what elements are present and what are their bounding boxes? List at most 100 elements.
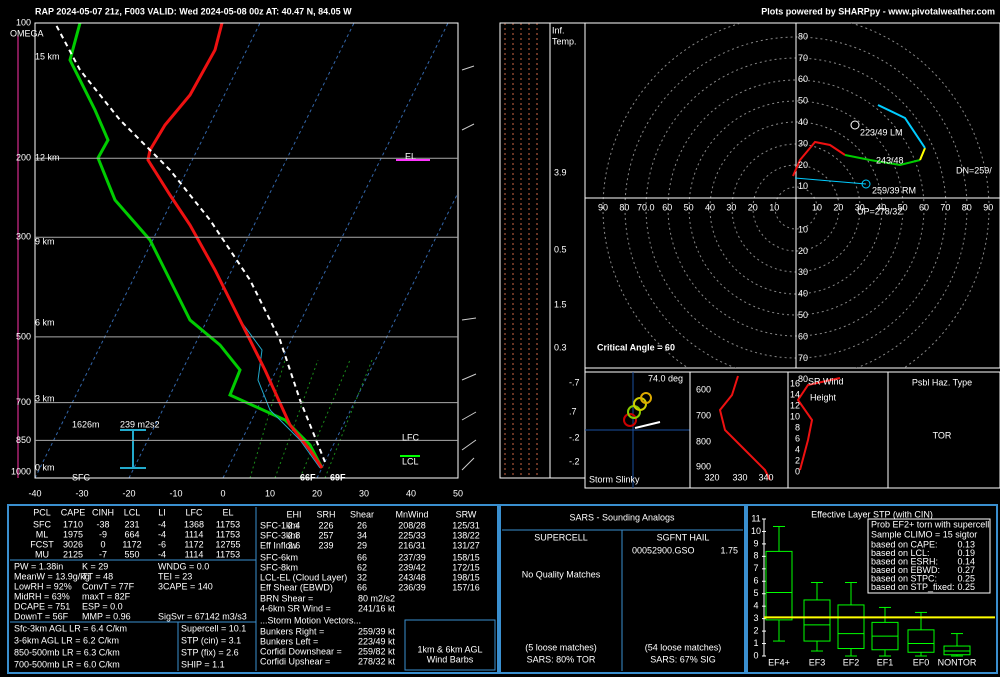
lm-marker	[850, 120, 860, 130]
dewpoint-curve	[68, 23, 324, 469]
pressure-label: 1000	[11, 467, 31, 477]
eff-srh: 239 m2s2	[120, 419, 160, 429]
parcel-header: CINH	[92, 507, 114, 517]
stp-tick-label: 7	[753, 563, 758, 573]
kin-header: MnWind	[395, 509, 428, 519]
index-value: 3CAPE = 140	[158, 581, 213, 591]
sars-title: SARS - Sounding Analogs	[569, 512, 675, 522]
hodo-ring-label: 60	[798, 74, 808, 84]
header-left: RAP 2024-05-07 21z, F003 VALID: Wed 2024…	[35, 6, 352, 16]
hodo-ring-label: 20	[833, 202, 843, 212]
hodo-ring-label: 70	[798, 353, 808, 363]
omega-value: 1.5	[554, 299, 567, 309]
kin-cell: 226	[318, 520, 333, 530]
index-value: MeanW = 13.9g/kg	[14, 571, 90, 581]
stp-category: EF4+	[768, 657, 790, 667]
eff-depth: 1626m	[72, 419, 100, 429]
lapse-rate: 3-6km AGL LR = 6.2 C/km	[14, 635, 119, 645]
parcel-cell: 3026	[63, 539, 83, 549]
stp-legend-label: based on STP_fixed:	[871, 582, 955, 592]
index-value: ESP = 0.0	[82, 601, 123, 611]
parcel-cell: -7	[99, 549, 107, 559]
sars-match: 00052900.GSO	[632, 545, 695, 555]
sr-tick: 4	[795, 444, 800, 454]
stp-legend-value: 0.27	[957, 565, 975, 575]
skewt-frame	[34, 22, 459, 479]
stp-tick-label: 2	[753, 625, 758, 635]
hodo-ring-label: 50	[898, 202, 908, 212]
stp-tick-label: 11	[751, 513, 760, 523]
parcel-cell: SFC	[33, 519, 52, 529]
temp-tick-label: -40	[28, 488, 41, 498]
barbs-title: Wind Barbs	[427, 654, 474, 664]
parcel-cell: 1975	[63, 529, 83, 539]
parcel-cell: ML	[36, 529, 49, 539]
height-label: 6 km	[35, 317, 55, 327]
el-label: EL	[405, 151, 416, 161]
parcel-cell: 664	[124, 529, 139, 539]
composite-index: STP (fix) = 2.6	[181, 647, 239, 657]
parcel-cell: 1172	[122, 539, 141, 549]
stp-legend-value: 0.13	[957, 539, 975, 549]
theta-e-curve	[718, 375, 771, 481]
kin-layer: Eff Inflow	[260, 540, 297, 550]
kin-layer: SFC-3km	[260, 530, 298, 540]
hazard-frame	[887, 371, 1000, 489]
inf-title: Inf.	[552, 25, 565, 35]
parcel-cell: 1710	[63, 519, 83, 529]
stp-tick-label: 0	[753, 650, 758, 660]
stp-legend-value: 0.25	[957, 573, 975, 583]
sars-loose: (5 loose matches)	[525, 642, 597, 652]
header-right: Plots powered by SHARPpy - www.pivotalwe…	[761, 6, 995, 16]
stats-frame	[7, 504, 499, 674]
sr-tick: 16	[790, 378, 800, 388]
hodo-curve	[792, 104, 926, 185]
hodo-ring-label: 70	[798, 53, 808, 63]
sars-text: No Quality Matches	[522, 569, 601, 579]
hodo-ring-label: 50	[798, 96, 808, 106]
kin-header: Shear	[350, 509, 374, 519]
parcel-header: LCL	[124, 507, 141, 517]
parcel-cell: 1114	[185, 549, 204, 559]
height-label: 3 km	[35, 393, 55, 403]
kin-text: 4-6km SR Wind =	[260, 603, 331, 613]
kin-layer: Eff Shear (EBWD)	[260, 582, 333, 592]
rm-marker	[861, 179, 871, 189]
stp-tick-label: 8	[753, 551, 758, 561]
pressure-label: 200	[16, 153, 31, 163]
height-label: 0 km	[35, 462, 55, 472]
stp-tick-label: 5	[753, 588, 758, 598]
kin-cell: 125/31	[452, 520, 480, 530]
parcel-cell: 11753	[216, 519, 240, 529]
composite-index: STP (cin) = 3.1	[181, 635, 241, 645]
stp-legend-box	[867, 518, 991, 594]
kin-cell: 138/22	[452, 530, 480, 540]
kin-cell: 236/39	[398, 582, 426, 592]
parcel-header: CAPE	[61, 507, 86, 517]
box	[803, 599, 831, 642]
kin-layer: LCL-EL (Cloud Layer)	[260, 572, 347, 582]
omega-value: 0.5	[554, 244, 567, 254]
sr-tick: 6	[795, 433, 800, 443]
kin-text: BRN Shear =	[260, 593, 313, 603]
wind-barbs	[461, 65, 477, 471]
parcel-cell: 1114	[185, 529, 204, 539]
composite-index: Supercell = 10.1	[181, 623, 246, 633]
motion-label: Bunkers Left =	[260, 636, 318, 646]
kin-cell: 158/15	[452, 552, 480, 562]
hodo-ring-label: 10	[769, 202, 779, 212]
parcel-cell: 0	[100, 539, 105, 549]
parcel-cell: -4	[158, 519, 166, 529]
dewpoint-label: 66F	[300, 472, 316, 482]
hodo-ring-label: 80	[962, 202, 972, 212]
kin-cell: 208/28	[398, 520, 426, 530]
lapse-rate: 700-500mb LR = 6.0 C/km	[14, 659, 120, 669]
lm-label: 223/49 LM	[860, 127, 903, 137]
stp-category: EF1	[877, 657, 894, 667]
kin-cell: 32	[357, 572, 367, 582]
hodo-ring-label: 80	[798, 374, 808, 384]
mixing-lines	[249, 359, 373, 478]
theta-tick: 900	[696, 461, 711, 471]
stp-category: EF0	[913, 657, 930, 667]
